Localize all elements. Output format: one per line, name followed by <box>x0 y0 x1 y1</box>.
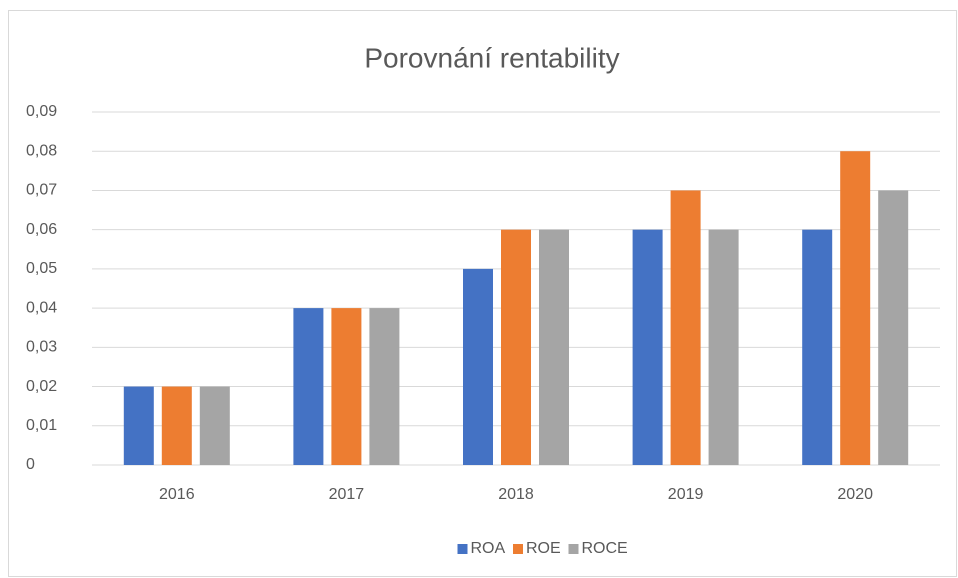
bar <box>331 308 362 465</box>
y-tick-label: 0,08 <box>26 142 57 159</box>
bar <box>501 229 531 465</box>
bar <box>878 190 909 465</box>
legend-label: ROE <box>526 540 561 557</box>
bar <box>708 229 739 465</box>
x-tick-label: 2020 <box>837 486 873 503</box>
x-tick-label: 2017 <box>329 486 365 503</box>
bar <box>670 190 701 465</box>
legend-swatch <box>513 544 523 554</box>
legend-swatch <box>568 544 579 554</box>
legend-label: ROA <box>471 540 506 557</box>
legend-swatch <box>457 544 468 554</box>
x-tick-label: 2016 <box>159 486 195 503</box>
bar <box>840 151 871 465</box>
x-tick-label: 2018 <box>498 486 534 503</box>
y-tick-label: 0,05 <box>26 260 57 277</box>
bar <box>293 308 324 465</box>
bar <box>802 229 833 465</box>
bar <box>539 229 569 465</box>
bar <box>463 268 493 465</box>
bar <box>199 386 230 465</box>
y-tick-label: 0,04 <box>26 299 57 316</box>
y-tick-label: 0,07 <box>26 182 57 199</box>
bar <box>161 386 192 465</box>
x-tick-label: 2019 <box>668 486 704 503</box>
y-tick-label: 0,06 <box>26 221 57 238</box>
chart-title: Porovnání rentability <box>364 42 619 73</box>
bar <box>632 229 663 465</box>
y-tick-label: 0,01 <box>26 417 57 434</box>
y-tick-label: 0 <box>26 456 35 473</box>
y-tick-label: 0,03 <box>26 339 57 356</box>
y-tick-label: 0,09 <box>26 103 57 120</box>
bar <box>369 308 400 465</box>
legend-label: ROCE <box>582 540 628 557</box>
y-tick-label: 0,02 <box>26 378 57 395</box>
bar <box>123 386 154 465</box>
